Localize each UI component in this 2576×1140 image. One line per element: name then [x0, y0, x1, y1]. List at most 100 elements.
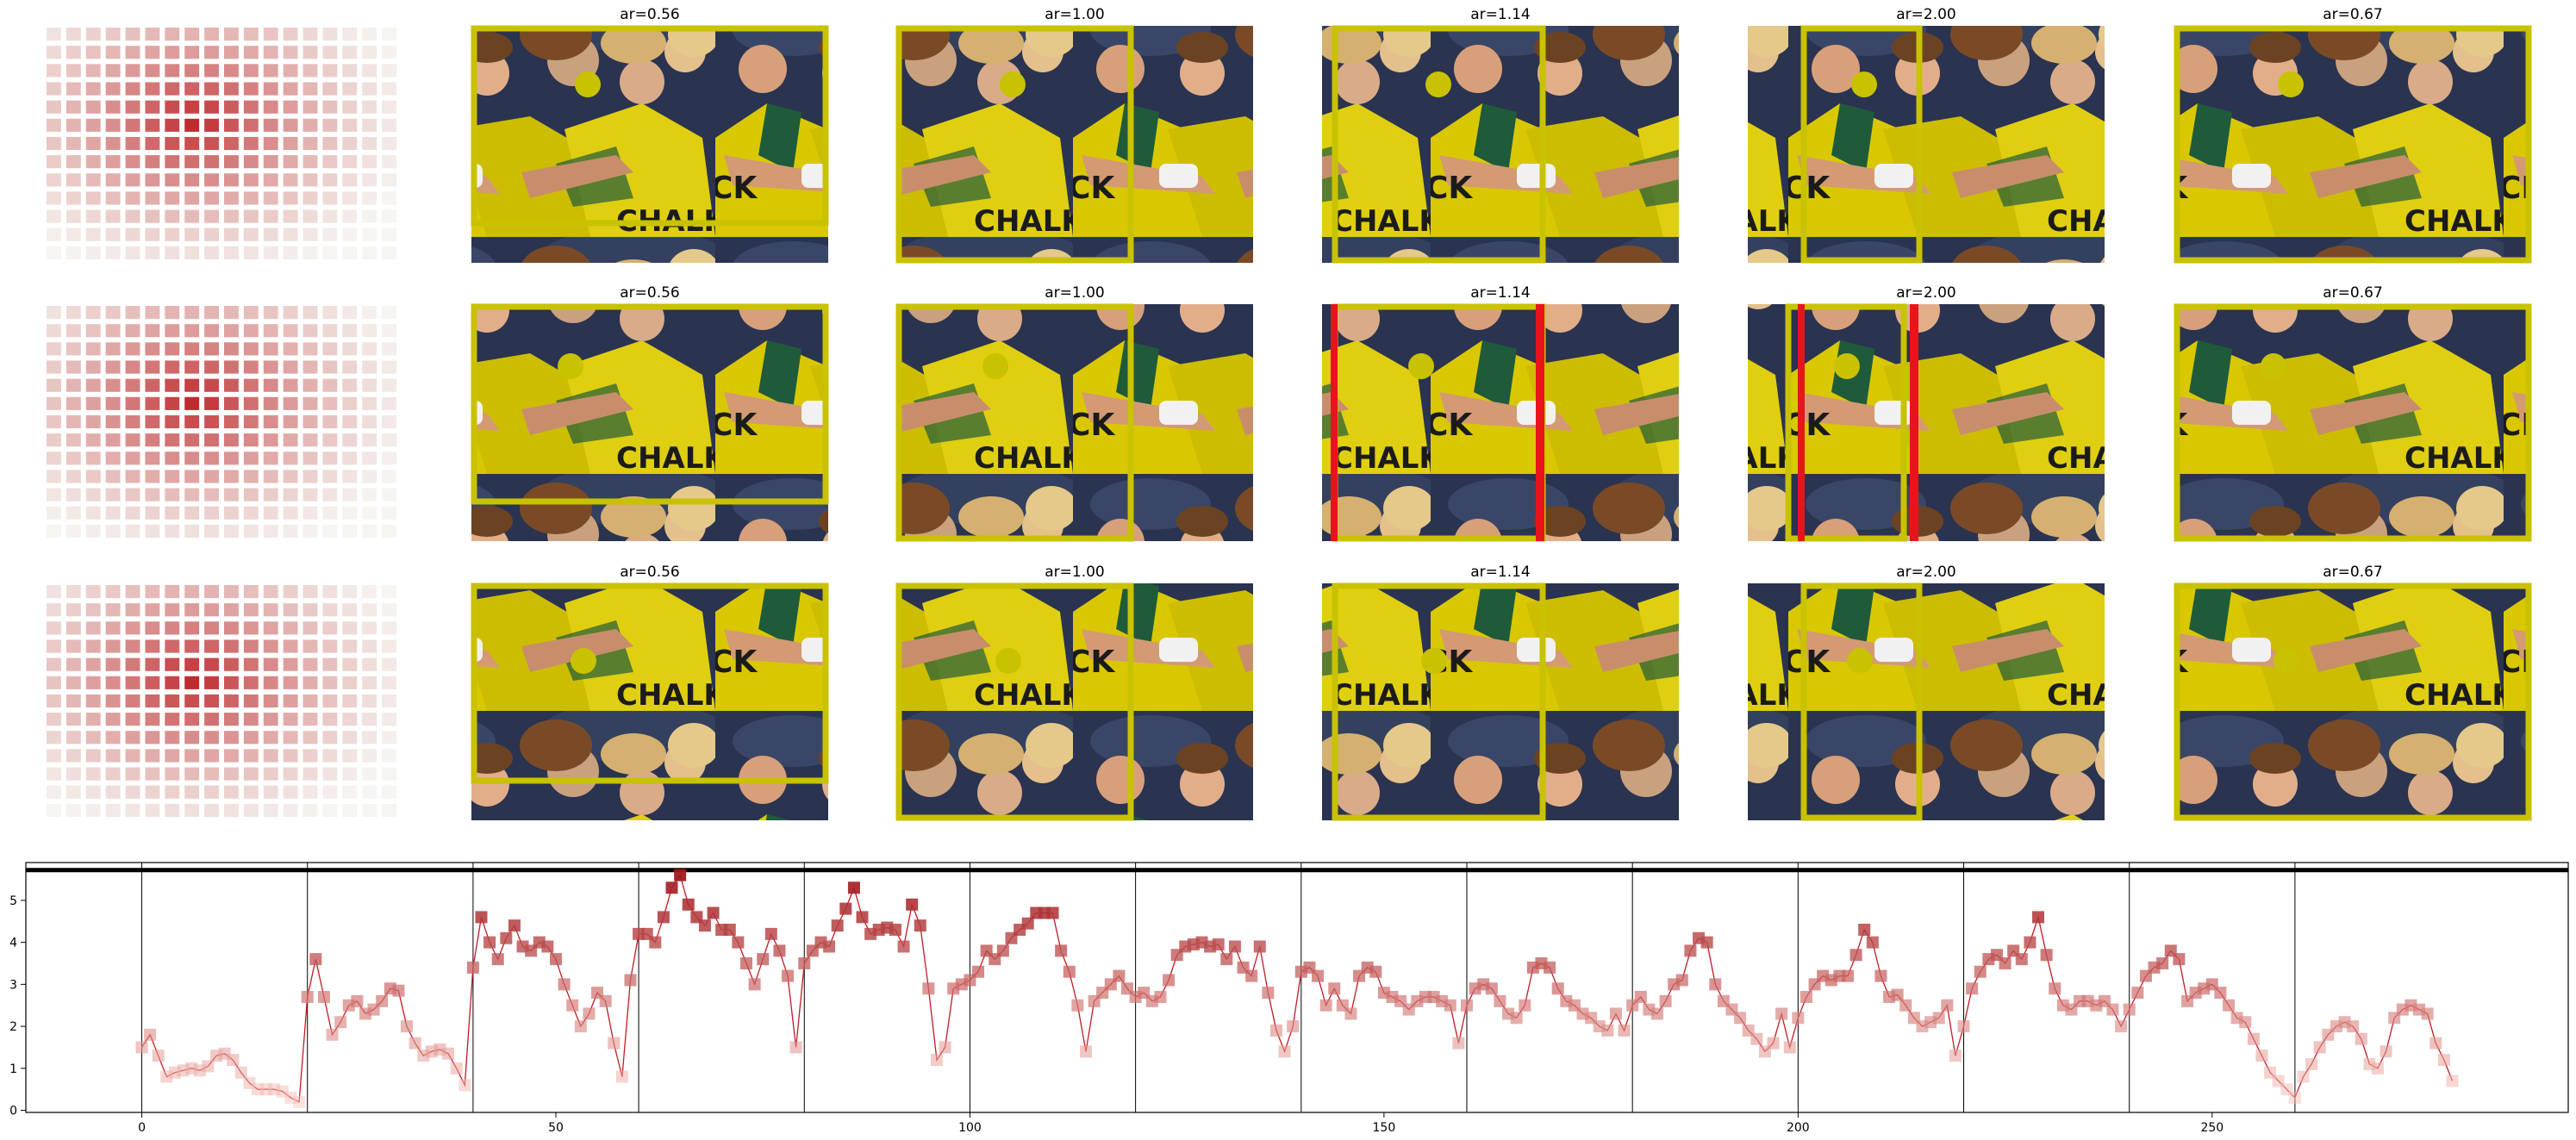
score-marker	[748, 978, 761, 991]
score-marker	[1941, 999, 1954, 1012]
heatmap-cell	[65, 731, 81, 744]
heatmap-cell	[243, 731, 259, 744]
heatmap-cell	[105, 585, 121, 599]
heatmap-cell	[65, 136, 81, 151]
heatmap-cell	[362, 246, 377, 259]
heatmap-cell	[263, 155, 278, 169]
score-marker	[1046, 906, 1059, 919]
heatmap-cell	[105, 657, 121, 671]
heatmap-cell	[165, 414, 180, 429]
score-marker	[1650, 1007, 1663, 1020]
heatmap-cell	[65, 767, 81, 781]
heatmap-cell	[85, 173, 101, 187]
heatmap-cell	[263, 246, 278, 259]
heatmap-cell	[145, 767, 160, 781]
score-marker	[450, 1062, 463, 1075]
heatmap-cell	[47, 585, 61, 599]
crop-box-overlay	[2174, 582, 2532, 821]
score-marker	[566, 999, 579, 1012]
score-marker	[1734, 1012, 1747, 1025]
heatmap-cell	[65, 433, 81, 447]
score-marker	[2115, 1020, 2128, 1033]
heatmap-cell	[105, 306, 121, 320]
heatmap-cell	[65, 82, 81, 96]
heatmap-cell	[283, 306, 298, 320]
heatmap-cell	[145, 524, 160, 538]
heatmap-cell	[263, 470, 278, 483]
score-marker	[2280, 1083, 2293, 1096]
heatmap-cell	[85, 657, 101, 671]
heatmap-cell	[342, 585, 358, 599]
score-marker	[2446, 1075, 2459, 1087]
heatmap-cell	[65, 657, 81, 671]
heatmap-cell	[125, 488, 140, 501]
crop-box-overlay	[2174, 303, 2532, 542]
heatmap-cell	[243, 173, 259, 187]
heatmap-cell	[125, 749, 140, 763]
heatmap-cell	[105, 227, 121, 241]
heatmap-cell	[224, 433, 239, 447]
score-marker	[1675, 974, 1688, 987]
heatmap-cell	[47, 803, 61, 817]
heatmap-cell	[47, 342, 61, 356]
heatmap-cell	[303, 749, 318, 763]
heatmap-cell	[184, 803, 200, 817]
heatmap-cell	[85, 360, 101, 374]
score-marker	[1866, 936, 1879, 949]
heatmap-cell	[125, 46, 140, 59]
heatmap-cell	[204, 749, 219, 763]
crop-tile: ar=2.00	[1748, 6, 2105, 264]
player-photo	[1748, 26, 2105, 263]
heatmap-cell	[65, 639, 81, 653]
heatmap-cell	[303, 360, 318, 374]
heatmap-cell	[204, 46, 219, 59]
x-tick-label: 100	[958, 1121, 982, 1135]
heatmap-cell	[224, 694, 239, 708]
heatmap-cell	[224, 155, 239, 169]
heatmap-cell	[303, 676, 318, 689]
red-edge-bar	[1331, 304, 1338, 541]
heatmap-cell	[263, 191, 278, 205]
heatmap-cell	[322, 585, 338, 599]
heatmap-cell	[204, 414, 219, 429]
chart-frame	[25, 862, 2569, 1113]
heatmap-cell	[322, 785, 338, 799]
heatmap-cell	[322, 396, 338, 410]
heatmap-cell	[125, 785, 140, 799]
score-marker	[2247, 1032, 2260, 1045]
score-marker	[831, 919, 844, 932]
score-marker	[931, 1054, 944, 1067]
heatmap-cell	[303, 433, 318, 447]
heatmap-cell	[165, 173, 180, 187]
heatmap-cell	[283, 100, 298, 114]
heatmap-cell	[263, 378, 278, 392]
heatmap-cell	[382, 227, 396, 241]
tile-title: ar=0.67	[2323, 564, 2383, 581]
heatmap-cell	[303, 28, 318, 41]
heatmap-cell	[105, 767, 121, 781]
heatmap-cell	[283, 433, 298, 447]
heatmap-cell	[322, 100, 338, 114]
heatmap-cell	[165, 82, 180, 96]
heatmap-cell	[165, 713, 180, 726]
heatmap-cell	[322, 452, 338, 465]
score-marker	[1228, 940, 1241, 953]
heatmap-cell	[342, 360, 358, 374]
score-marker	[1519, 999, 1531, 1012]
score-marker	[1262, 987, 1275, 1000]
heatmap-cell	[362, 28, 377, 41]
score-marker	[500, 931, 513, 944]
heatmap-cell	[105, 452, 121, 465]
heatmap-cell	[204, 785, 219, 799]
heatmap-cell	[322, 676, 338, 689]
heatmap-cell	[184, 28, 200, 41]
heatmap-cell	[47, 488, 61, 501]
heatmap-cell	[283, 803, 298, 817]
heatmap-cell	[303, 603, 318, 617]
score-marker	[1659, 994, 1672, 1007]
heatmap-cell	[362, 585, 377, 599]
heatmap-cell	[47, 82, 61, 96]
heatmap-cell	[263, 82, 278, 96]
score-marker	[1269, 1024, 1282, 1037]
heatmap-cell	[243, 82, 259, 96]
